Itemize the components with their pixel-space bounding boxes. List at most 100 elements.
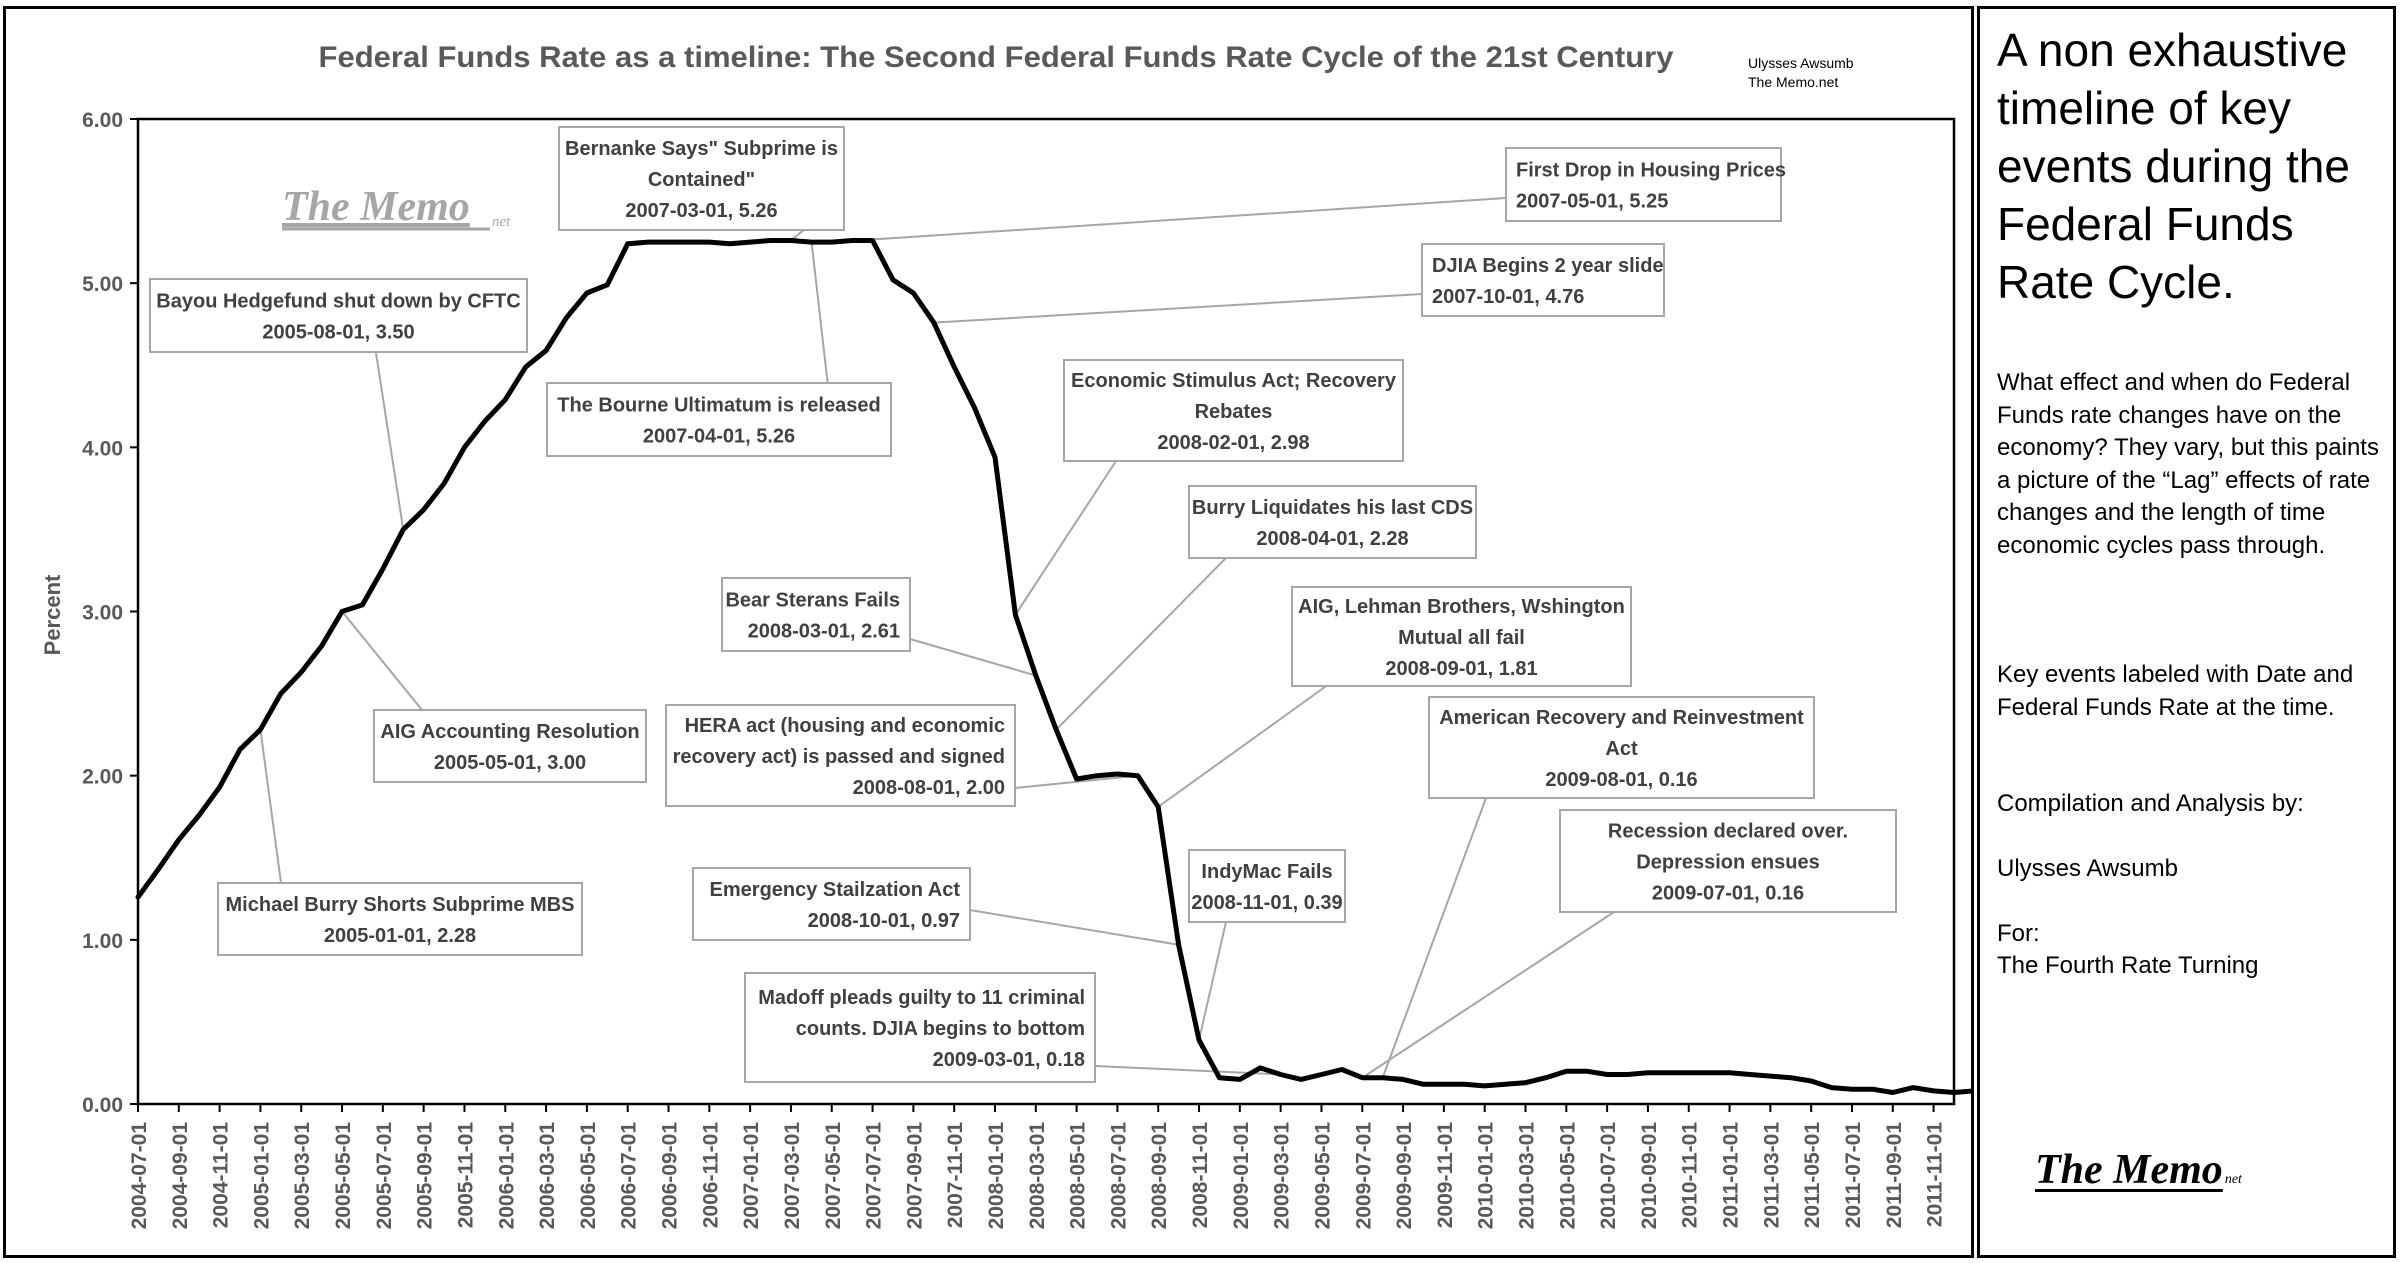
annotation-title: DJIA Begins 2 year slide xyxy=(1432,255,1664,277)
annotation-box xyxy=(692,867,971,941)
annotation-title: First Drop in Housing Prices xyxy=(1516,160,1786,182)
x-tick-label: 2010-11-01 xyxy=(1679,1122,1702,1229)
x-tick-label: 2007-11-01 xyxy=(944,1122,967,1229)
annotation-callout: The Bourne Ultimatum is released 2007-04-… xyxy=(546,382,892,457)
annotation-box xyxy=(665,704,1016,807)
annotation-callout: Bayou Hedgefund shut down by CFTC 2005-08… xyxy=(149,278,528,353)
annotation-title: HERA act (housing and economic xyxy=(685,715,1005,737)
annotation-point-label: 2007-03-01, 5.26 xyxy=(625,200,777,222)
chart-svg: Federal Funds Rate as a timeline: The Se… xyxy=(40,41,1971,1230)
annotation-callout: Burry Liquidates his last CDS 2008-04-01,… xyxy=(1188,485,1477,559)
series-line xyxy=(135,238,1971,1095)
annotation-box xyxy=(1505,147,1782,222)
annotation-box xyxy=(1188,849,1346,923)
x-tick-label: 2007-01-01 xyxy=(740,1122,763,1230)
annotation-box xyxy=(744,972,1096,1083)
annotation-point-label: 2005-08-01, 3.50 xyxy=(262,322,414,344)
annotation-title: American Recovery and Reinvestment xyxy=(1439,707,1804,729)
x-tick-label: 2007-07-01 xyxy=(863,1122,886,1230)
annotation-box xyxy=(1428,696,1815,799)
sidebar-logo-text: The Memo xyxy=(2035,1147,2223,1193)
annotation-point-label: 2007-05-01, 5.25 xyxy=(1516,191,1668,213)
y-tick-label: 1.00 xyxy=(82,930,123,953)
x-tick-label: 2007-05-01 xyxy=(822,1122,845,1230)
annotation-callout: Emergency Stailzation Act 2008-10-01, 0.9… xyxy=(692,867,971,941)
x-tick-label: 2004-11-01 xyxy=(210,1122,233,1229)
annotation-box xyxy=(149,278,528,353)
x-tick-label: 2006-01-01 xyxy=(495,1122,518,1230)
annotation-callout: DJIA Begins 2 year slide 2007-10-01, 4.76 xyxy=(1421,243,1665,317)
annotation-leader-line xyxy=(969,909,1179,946)
annotation-title: Act xyxy=(1605,738,1638,760)
annotation-point-label: 2008-04-01, 2.28 xyxy=(1256,528,1408,550)
y-tick-label: 2.00 xyxy=(82,766,123,789)
x-tick-label: 2007-03-01 xyxy=(781,1122,804,1230)
annotation-title: Recession declared over. xyxy=(1608,821,1848,843)
x-tick-label: 2006-03-01 xyxy=(536,1122,559,1230)
x-tick-label: 2009-01-01 xyxy=(1230,1122,1253,1230)
annotation-title: Michael Burry Shorts Subprime MBS xyxy=(226,894,575,916)
y-axis-ticks: 0.00 1.00 2.00 3.00 4.00 5.00 6.00 xyxy=(82,109,138,1117)
x-tick-label: 2005-09-01 xyxy=(414,1122,437,1230)
chart-credit-site: The Memo.net xyxy=(1748,74,1838,90)
watermark-text: The Memo xyxy=(282,184,470,230)
annotation-box xyxy=(1421,243,1665,317)
annotation-title: Depression ensues xyxy=(1636,852,1819,874)
annotation-leader-line xyxy=(909,638,1037,677)
annotation-leader-line xyxy=(1361,911,1615,1079)
annotation-callout: Bear Sterans Fails 2008-03-01, 2.61 xyxy=(721,577,911,652)
x-tick-label: 2011-05-01 xyxy=(1801,1122,1824,1229)
x-tick-label: 2008-11-01 xyxy=(1189,1122,1212,1229)
annotation-title: AIG Accounting Resolution xyxy=(380,721,639,743)
annotation-callout: HERA act (housing and economic recovery a… xyxy=(665,704,1016,807)
x-tick-label: 2004-09-01 xyxy=(169,1122,192,1230)
sidebar-description: What effect and when do Federal Funds ra… xyxy=(1997,369,2379,559)
annotation-callout: Madoff pleads guilty to 11 criminal count… xyxy=(744,972,1096,1083)
x-tick-label: 2010-05-01 xyxy=(1556,1122,1579,1230)
annotation-leaders xyxy=(259,197,1615,1079)
annotation-leader-line xyxy=(1014,774,1138,789)
annotation-title: recovery act) is passed and signed xyxy=(673,746,1005,768)
annotation-title: counts. DJIA begins to bottom xyxy=(796,1018,1085,1040)
chart-title: Federal Funds Rate as a timeline: The Se… xyxy=(319,41,1674,74)
watermark-logo: The Memo net xyxy=(282,184,511,231)
annotation-point-label: 2008-09-01, 1.81 xyxy=(1385,658,1537,680)
x-tick-label: 2006-05-01 xyxy=(577,1122,600,1230)
annotation-leader-line xyxy=(1055,557,1227,731)
annotation-box xyxy=(1188,485,1477,559)
x-tick-label: 2005-11-01 xyxy=(454,1122,477,1229)
annotation-point-label: 2008-11-01, 0.39 xyxy=(1191,892,1342,914)
x-tick-label: 2011-07-01 xyxy=(1842,1122,1865,1229)
annotation-title: IndyMac Fails xyxy=(1201,861,1332,883)
y-axis-label: Percent xyxy=(40,574,65,655)
y-tick-label: 4.00 xyxy=(82,437,123,460)
annotation-point-label: 2008-02-01, 2.98 xyxy=(1157,432,1309,454)
annotation-callout: IndyMac Fails 2008-11-01, 0.39 xyxy=(1188,849,1346,923)
annotation-callout: Economic Stimulus Act; Recovery Rebates 20… xyxy=(1063,359,1404,462)
annotation-title: Economic Stimulus Act; Recovery xyxy=(1071,370,1397,392)
annotation-title: Contained" xyxy=(648,169,755,191)
x-tick-label: 2010-09-01 xyxy=(1638,1122,1661,1230)
sidebar-key-events-note: Key events labeled with Date and Federal… xyxy=(1997,661,2354,721)
annotation-box xyxy=(1291,586,1632,687)
x-tick-label: 2011-09-01 xyxy=(1883,1122,1906,1229)
annotation-box xyxy=(558,126,845,231)
annotation-title: Bear Sterans Fails xyxy=(725,590,900,612)
y-tick-label: 3.00 xyxy=(82,602,123,625)
sidebar-logo: The Memo net xyxy=(2035,1146,2242,1194)
annotation-boxes: Bernanke Says" Subprime is Contained" 2007… xyxy=(149,126,1897,1083)
annotation-leader-line xyxy=(1198,921,1227,1041)
annotation-callout: First Drop in Housing Prices 2007-05-01, … xyxy=(1505,147,1786,222)
x-tick-label: 2007-09-01 xyxy=(903,1122,926,1230)
annotation-box xyxy=(1063,359,1404,462)
x-tick-label: 2009-05-01 xyxy=(1311,1122,1334,1230)
annotation-box xyxy=(217,882,583,956)
sidebar-author: Ulysses Awsumb xyxy=(1997,855,2178,882)
annotation-point-label: 2007-10-01, 4.76 xyxy=(1432,286,1584,308)
annotation-leader-line xyxy=(373,339,405,530)
sidebar-logo-suffix: net xyxy=(2224,1172,2242,1187)
x-tick-label: 2005-01-01 xyxy=(250,1122,273,1230)
annotation-box xyxy=(373,709,647,783)
x-tick-label: 2010-03-01 xyxy=(1516,1122,1539,1230)
annotation-point-label: 2005-01-01, 2.28 xyxy=(324,925,476,947)
